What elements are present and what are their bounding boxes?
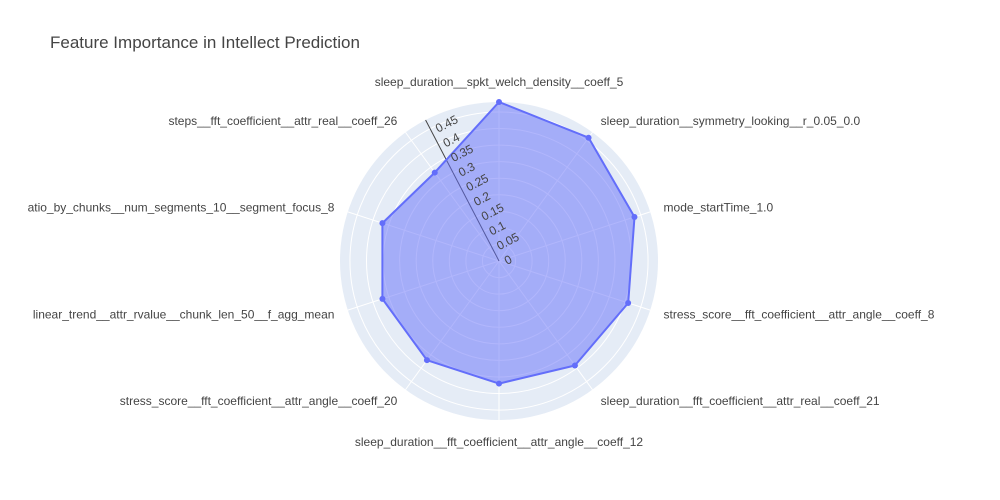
data-point-4[interactable] bbox=[571, 362, 578, 369]
chart-title: Feature Importance in Intellect Predicti… bbox=[50, 33, 360, 52]
data-point-5[interactable] bbox=[496, 380, 502, 387]
data-point-8[interactable] bbox=[379, 220, 386, 227]
category-label-0: sleep_duration__spkt_welch_density__coef… bbox=[375, 75, 624, 89]
category-label-9: steps__fft_coefficient__attr_real__coeff… bbox=[168, 114, 397, 128]
category-label-8: atio_by_chunks__num_segments_10__segment… bbox=[28, 201, 335, 215]
data-point-1[interactable] bbox=[585, 134, 592, 141]
category-label-1: sleep_duration__symmetry_looking__r_0.05… bbox=[601, 114, 861, 128]
series-layer bbox=[379, 99, 638, 387]
category-label-5: sleep_duration__fft_coefficient__attr_an… bbox=[355, 435, 644, 449]
data-point-2[interactable] bbox=[631, 213, 638, 220]
data-point-9[interactable] bbox=[431, 169, 438, 176]
category-label-3: stress_score__fft_coefficient__attr_angl… bbox=[664, 307, 935, 321]
angular-axis-labels: sleep_duration__spkt_welch_density__coef… bbox=[28, 75, 935, 449]
radial-tick-label: 0.2 bbox=[471, 189, 493, 209]
data-point-7[interactable] bbox=[379, 295, 386, 302]
category-label-2: mode_startTime_1.0 bbox=[664, 201, 774, 215]
data-point-0[interactable] bbox=[496, 99, 502, 105]
radial-tick-label: 0.3 bbox=[456, 159, 478, 179]
data-point-3[interactable] bbox=[625, 299, 632, 306]
data-point-6[interactable] bbox=[423, 357, 430, 364]
radial-tick-label: 0.4 bbox=[441, 130, 463, 150]
radial-tick-label: 0.1 bbox=[487, 218, 509, 238]
category-label-7: linear_trend__attr_rvalue__chunk_len_50_… bbox=[33, 307, 335, 321]
category-label-6: stress_score__fft_coefficient__attr_angl… bbox=[120, 394, 398, 408]
category-label-4: sleep_duration__fft_coefficient__attr_re… bbox=[601, 394, 880, 408]
